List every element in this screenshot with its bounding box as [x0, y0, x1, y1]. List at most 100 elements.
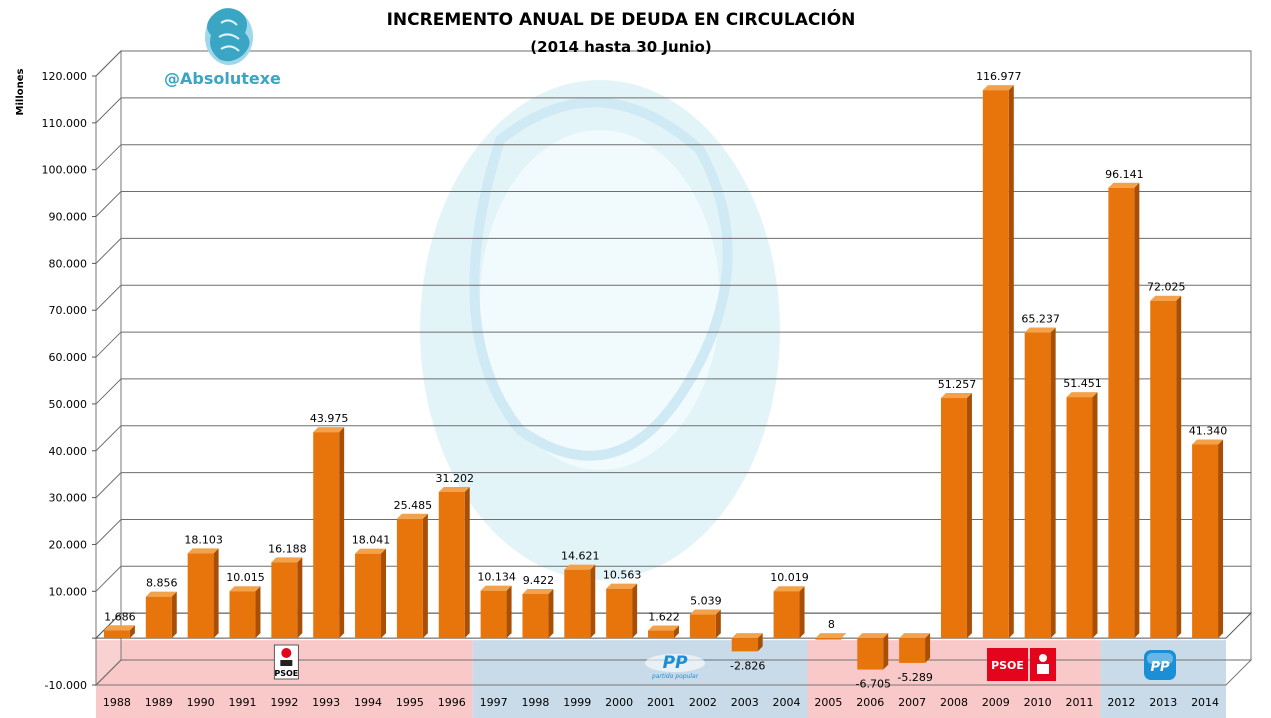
data-label-1993: 43.975 [310, 412, 349, 425]
y-tick-label: 70.000 [49, 304, 88, 317]
y-tick-label: 80.000 [49, 257, 88, 270]
bar-2000 [606, 583, 638, 639]
chart-title: INCREMENTO ANUAL DE DEUDA EN CIRCULACIÓN [387, 8, 856, 30]
bar-2013 [1150, 295, 1182, 639]
data-label-1994: 18.041 [352, 534, 391, 547]
x-tick-label-1994: 1994 [354, 696, 382, 709]
bar-1998 [522, 589, 554, 639]
y-tick-label: 50.000 [49, 398, 88, 411]
bar-2003 [731, 633, 763, 652]
gridlines [94, 50, 1253, 686]
x-tick-label-2007: 2007 [898, 696, 926, 709]
data-label-1999: 14.621 [561, 550, 600, 563]
data-label-2006: -6.705 [856, 678, 891, 691]
data-label-2009: 116.977 [976, 70, 1022, 83]
bar-2010 [1024, 327, 1056, 639]
data-label-2007: -5.289 [897, 671, 932, 684]
x-tick-label-2010: 2010 [1024, 696, 1052, 709]
x-tick-label-1998: 1998 [521, 696, 549, 709]
x-tick-label-1992: 1992 [270, 696, 298, 709]
bar-1994 [355, 548, 387, 639]
x-tick-label-2013: 2013 [1149, 696, 1177, 709]
x-tick-label-1996: 1996 [438, 696, 466, 709]
handle-text: @Absolutexe [164, 69, 281, 88]
bar-2007 [899, 633, 931, 663]
pp-square-logo-icon: PP [1144, 650, 1176, 680]
data-label-2004: 10.019 [770, 571, 809, 584]
data-label-1991: 10.015 [226, 571, 265, 584]
data-label-1990: 18.103 [184, 533, 223, 546]
psoe-logo-icon: PSOE [987, 648, 1056, 681]
y-tick-label: 110.000 [42, 117, 88, 130]
bar-2006 [857, 633, 889, 670]
y-tick-label: 100.000 [42, 164, 88, 177]
bar-1995 [396, 513, 428, 639]
x-tick-label-1995: 1995 [396, 696, 424, 709]
x-tick-label-2008: 2008 [940, 696, 968, 709]
y-tick-label: 30.000 [49, 492, 88, 505]
bar-2014 [1192, 439, 1224, 639]
bars [103, 85, 1224, 670]
data-label-2013: 72.025 [1147, 281, 1186, 294]
x-tick-label-1989: 1989 [145, 696, 173, 709]
svg-text:PP: PP [663, 653, 688, 673]
data-label-2002: 5.039 [690, 595, 722, 608]
griffin-logo-icon [205, 8, 253, 65]
bar-1988 [103, 625, 135, 639]
svg-text:PP: PP [1150, 660, 1170, 675]
data-label-2014: 41.340 [1189, 424, 1228, 437]
bar-2008 [940, 393, 972, 639]
psoe-small-logo-icon: PSOE [273, 644, 299, 680]
data-label-1997: 10.134 [477, 571, 516, 584]
data-label-1995: 25.485 [394, 499, 433, 512]
watermark-griffin-icon [420, 80, 780, 580]
y-tick-label: 40.000 [49, 445, 88, 458]
data-label-1989: 8.856 [146, 577, 178, 590]
x-tick-label-1993: 1993 [312, 696, 340, 709]
bar-2002 [689, 609, 721, 639]
y-tick-label: 20.000 [49, 538, 88, 551]
data-label-1996: 31.202 [435, 472, 474, 485]
svg-text:PSOE: PSOE [991, 659, 1024, 672]
data-label-2005: 8 [828, 618, 835, 631]
svg-text:partido popular: partido popular [651, 673, 699, 680]
data-label-1988: 1.686 [104, 610, 136, 623]
y-tick-label: 60.000 [49, 351, 88, 364]
y-axis-ticks: -10.000 10.000 20.000 30.000 40.000 50.000 60.… [42, 70, 96, 692]
bar-1992 [271, 557, 303, 639]
bar-1999 [564, 564, 596, 639]
bar-2012 [1108, 182, 1140, 639]
x-axis-ticks: 1988 1989 1990 1991 1992 1993 1994 1995 1996 1997… [103, 696, 1219, 709]
data-label-2010: 65.237 [1021, 313, 1060, 326]
data-labels: 1.686 8.856 18.103 10.015 16.188 43.975 18.041… [104, 70, 1227, 690]
x-tick-label-2012: 2012 [1107, 696, 1135, 709]
bar-1990 [187, 548, 219, 639]
x-tick-label-2001: 2001 [647, 696, 675, 709]
x-tick-label-2002: 2002 [689, 696, 717, 709]
bar-2005 [815, 633, 847, 640]
bar-2009 [982, 85, 1014, 639]
x-tick-label-2011: 2011 [1066, 696, 1094, 709]
y-tick-label: 120.000 [42, 70, 88, 83]
chart-subtitle: (2014 hasta 30 Junio) [530, 38, 711, 56]
x-tick-label-2003: 2003 [731, 696, 759, 709]
bar-2001 [648, 625, 679, 639]
bar-1993 [313, 427, 345, 639]
x-tick-label-1999: 1999 [563, 696, 591, 709]
data-label-1998: 9.422 [523, 574, 555, 587]
bar-2004 [773, 586, 805, 639]
x-tick-label-2014: 2014 [1191, 696, 1219, 709]
data-label-2012: 96.141 [1105, 168, 1144, 181]
bar-1996 [438, 486, 470, 639]
data-label-2000: 10.563 [603, 569, 642, 582]
party-band-2 [472, 640, 808, 718]
data-label-1992: 16.188 [268, 542, 307, 555]
x-tick-label-2009: 2009 [982, 696, 1010, 709]
x-tick-label-2004: 2004 [773, 696, 801, 709]
x-tick-label-1990: 1990 [187, 696, 215, 709]
x-tick-label-1997: 1997 [480, 696, 508, 709]
y-axis-label: Millones [15, 68, 26, 115]
data-label-2011: 51.451 [1063, 377, 1102, 390]
